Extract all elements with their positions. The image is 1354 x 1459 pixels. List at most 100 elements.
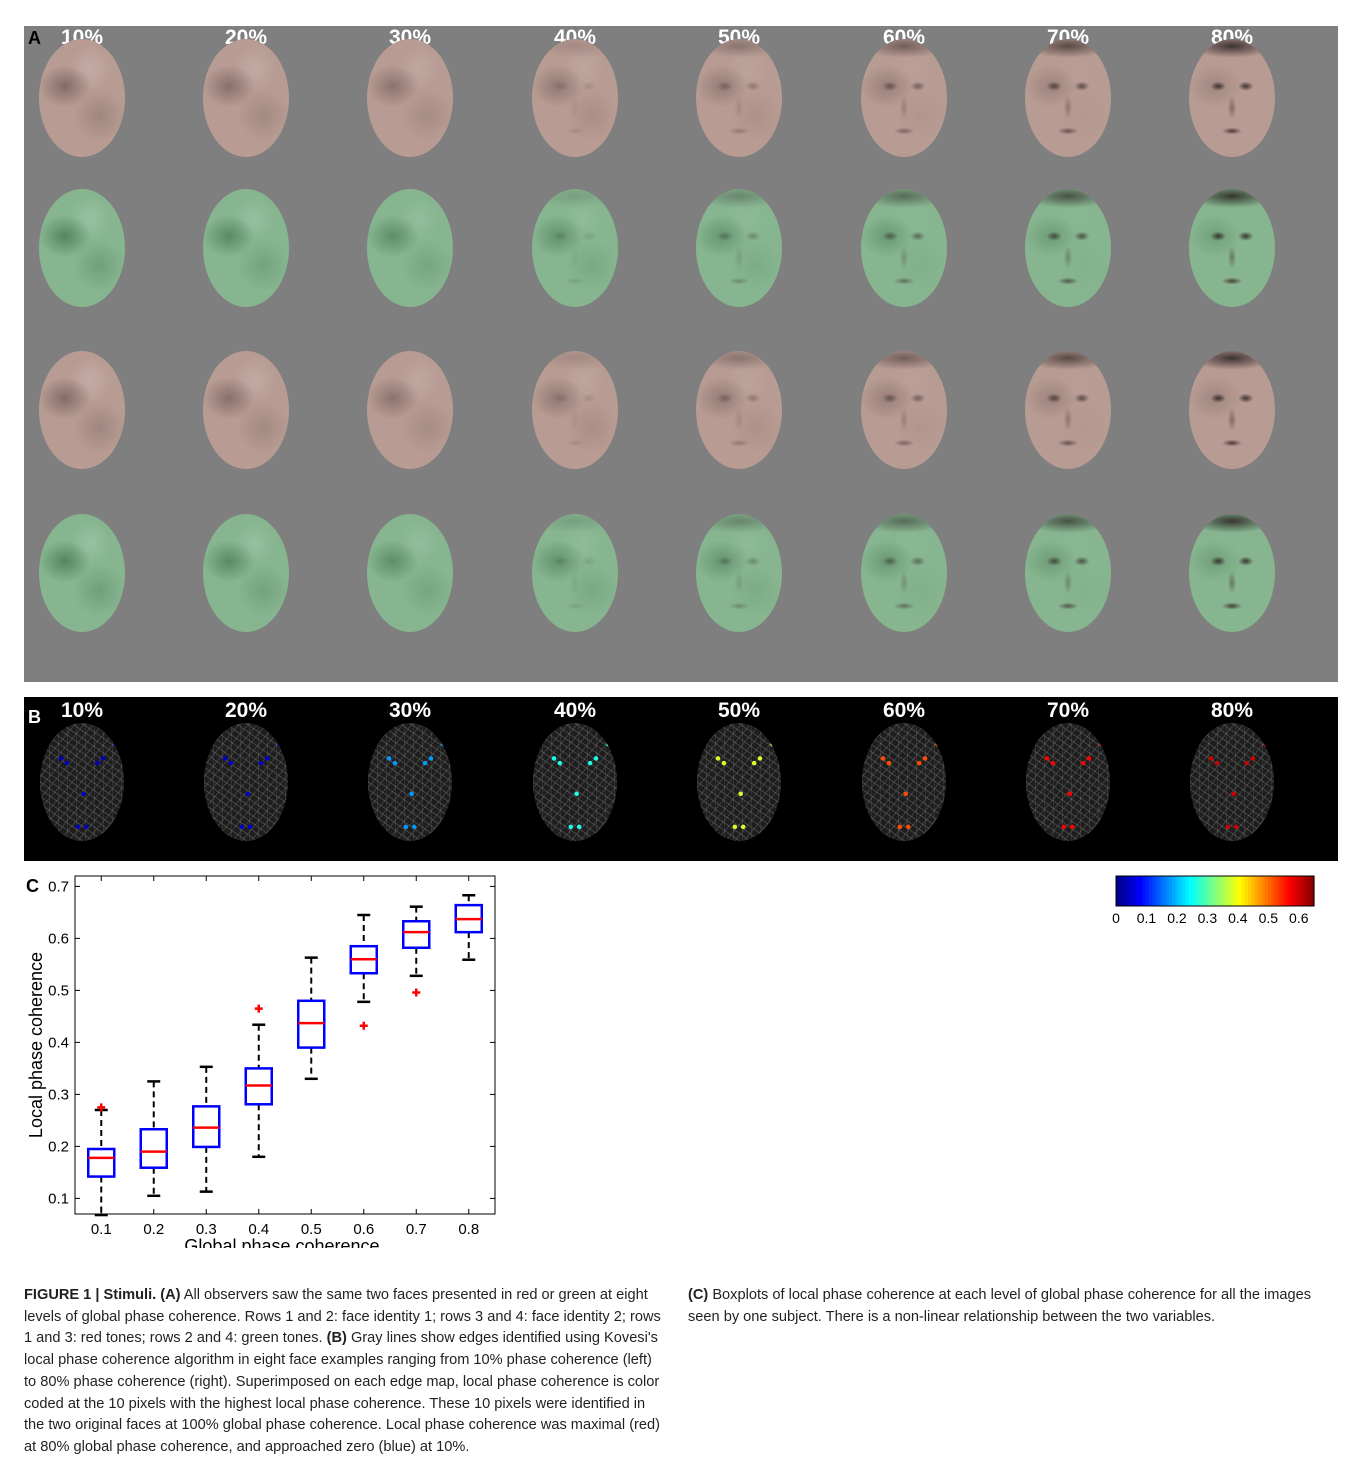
colorbar-segment: [1168, 876, 1173, 906]
colorbar-frame: [1115, 875, 1315, 907]
colorbar-segment: [1307, 876, 1312, 906]
face-image: [1025, 514, 1111, 632]
colorbar-segment: [1135, 876, 1140, 906]
face-image: [861, 351, 947, 469]
face-image: [203, 39, 289, 157]
colorbar-segment: [1125, 876, 1130, 906]
face-image: [367, 514, 453, 632]
y-tick-label: 0.2: [48, 1138, 69, 1155]
colorbar-tick-label: 0.5: [1259, 910, 1279, 926]
colorbar-segment: [1188, 876, 1193, 906]
face-image: [696, 189, 782, 307]
colorbar-segment: [1208, 876, 1213, 906]
boxplot-chart: 0.1 0.2 0.3 0.4 0.5 0.6 0.7 0.1 0.2 0.3 0.4 0.5 0.6 0…: [26, 875, 496, 1248]
plot-frame: [74, 875, 496, 1215]
face-image: [696, 39, 782, 157]
colorbar-segment: [1142, 876, 1147, 906]
colorbar-tick-label: 0.4: [1228, 910, 1248, 926]
panel-b-level-7: 70%: [1046, 699, 1090, 722]
outlier-marker: [359, 1021, 368, 1030]
colorbar-segment: [1149, 876, 1153, 906]
colorbar-segment: [1158, 876, 1163, 906]
caption-right: (C) Boxplots of local phase coherence at…: [688, 1285, 1332, 1328]
colorbar-segment: [1191, 876, 1196, 906]
colorbar-segment: [1284, 876, 1289, 906]
colorbar-segment: [1215, 876, 1219, 906]
colorbar-tick-label: 0.2: [1167, 910, 1187, 926]
panel-b-level-3: 30%: [388, 699, 432, 722]
face-image: [203, 514, 289, 632]
panel-b-level-2: 20%: [224, 699, 268, 722]
face-image: [1025, 189, 1111, 307]
face-image: [696, 351, 782, 469]
colorbar-segment: [1267, 876, 1272, 906]
edge-map: [533, 723, 617, 841]
y-tick-label: 0.7: [48, 878, 69, 895]
colorbar-segment: [1234, 876, 1239, 906]
panel-b-label: B: [28, 707, 41, 727]
y-tick-label: 0.6: [48, 930, 69, 947]
colorbar-segment: [1254, 876, 1259, 906]
colorbar-segment: [1185, 876, 1190, 906]
face-image: [532, 351, 618, 469]
colorbar-segment: [1228, 876, 1233, 906]
colorbar-segment: [1264, 876, 1269, 906]
colorbar-segment: [1165, 876, 1170, 906]
colorbar-segment: [1195, 876, 1200, 906]
colorbar-segment: [1224, 876, 1229, 906]
colorbar-segment: [1271, 876, 1275, 906]
colorbar-segment: [1162, 876, 1167, 906]
box: [402, 919, 431, 950]
face-image: [532, 39, 618, 157]
face-image: [532, 189, 618, 307]
colorbar-segment: [1277, 876, 1282, 906]
colorbar-segment: [1244, 876, 1249, 906]
colorbar-segment: [1116, 876, 1120, 906]
colorbar-segment: [1241, 876, 1246, 906]
face-image: [367, 189, 453, 307]
face-image: [861, 189, 947, 307]
x-tick-label: 0.7: [406, 1221, 427, 1238]
face-image: [203, 189, 289, 307]
face-image: [1025, 351, 1111, 469]
edge-map: [1026, 723, 1110, 841]
y-axis-label: Local phase coherence: [26, 952, 46, 1138]
panel-a-face-grid: A 10% 20% 30% 40% 50% 60% 70% 80%: [24, 26, 1338, 682]
y-tick-label: 0.3: [48, 1086, 69, 1103]
face-image: [1189, 514, 1275, 632]
colorbar-segment: [1290, 876, 1295, 906]
colorbar-segment: [1122, 876, 1127, 906]
colorbar-segment: [1152, 876, 1157, 906]
face-image: [39, 189, 125, 307]
colorbar-segment: [1251, 876, 1256, 906]
colorbar-segment: [1281, 876, 1285, 906]
caption-b-label: (B): [326, 1330, 347, 1347]
colorbar-tick-label: 0: [1112, 910, 1120, 926]
colorbar-segment: [1172, 876, 1176, 906]
colorbar-segment: [1231, 876, 1236, 906]
colorbar-segment: [1132, 876, 1137, 906]
panel-a-label: A: [28, 28, 41, 48]
edge-map: [862, 723, 946, 841]
x-tick-label: 0.3: [196, 1221, 217, 1238]
panel-b-level-6: 60%: [882, 699, 926, 722]
face-image: [1189, 39, 1275, 157]
colorbar-segment: [1297, 876, 1302, 906]
face-image: [1189, 189, 1275, 307]
face-image: [696, 514, 782, 632]
colorbar-segment: [1300, 876, 1305, 906]
caption-a-text: All observers saw the same two faces pre…: [24, 1287, 661, 1347]
face-image: [367, 39, 453, 157]
colorbar-segment: [1294, 876, 1299, 906]
colorbar-segment: [1310, 876, 1315, 906]
y-tick-label: 0.1: [48, 1190, 69, 1207]
colorbar-segment: [1155, 876, 1160, 906]
colorbar-segment: [1145, 876, 1150, 906]
colorbar-segment: [1198, 876, 1203, 906]
panel-b-level-4: 40%: [553, 699, 597, 722]
panel-b-edge-maps: B 10% 20% 30% 40% 50% 60% 70% 80%: [24, 697, 1338, 861]
x-tick-label: 0.2: [143, 1221, 164, 1238]
face-image: [39, 351, 125, 469]
panel-c-label: C: [26, 876, 39, 896]
face-image: [861, 514, 947, 632]
